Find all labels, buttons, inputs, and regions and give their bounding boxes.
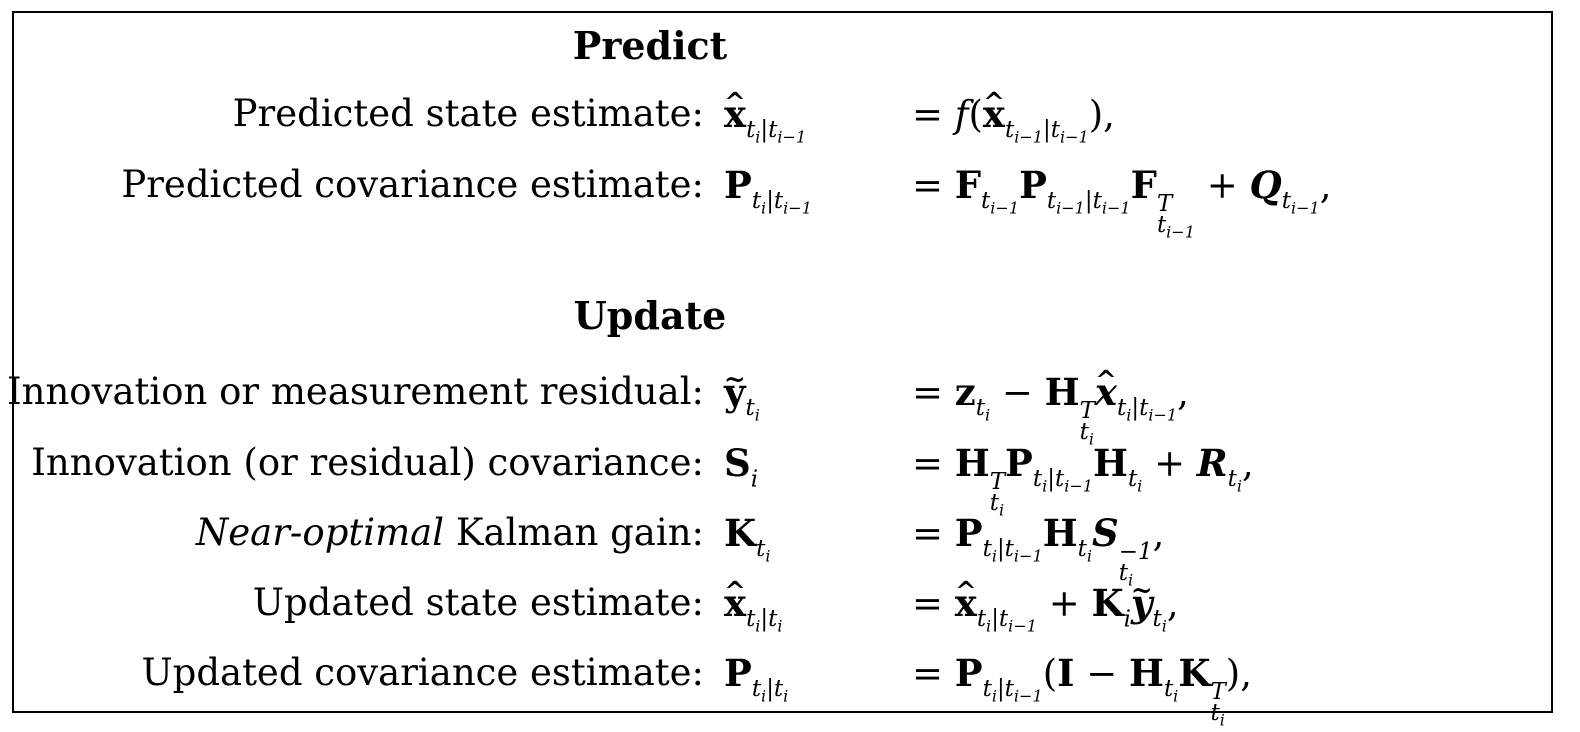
predicted-state-rhs: = f(xti−1|ti−1), <box>912 92 1115 160</box>
predicted-covariance-row: Predicted covariance estimate: Pti|ti−1 … <box>0 155 1580 242</box>
kalman-gain-label: Near-optimal Kalman gain: <box>196 511 704 555</box>
updated-covariance-lhs: Pti|ti <box>724 651 789 706</box>
predict-heading: Predict <box>572 23 728 68</box>
kalman-gain-label-text: Kalman gain: <box>455 511 704 554</box>
updated-state-lhs: xti|ti <box>724 581 783 649</box>
innovation-residual-lhs: yti <box>724 370 760 438</box>
updated-state-label: Updated state estimate: <box>252 581 704 624</box>
innovation-covariance-row: Innovation (or residual) covariance: Si … <box>0 433 1580 520</box>
update-heading: Update <box>573 293 727 338</box>
kalman-gain-label-italic: Near-optimal <box>195 511 445 554</box>
updated-covariance-label: Updated covariance estimate: <box>141 651 704 694</box>
updated-state-row: Updated state estimate: xti|ti = xti|ti−… <box>0 573 1580 636</box>
kalman-gain-rhs: = Pti|ti−1HtiS −1 ti, <box>912 511 1165 590</box>
innovation-covariance-lhs: Si <box>724 441 759 493</box>
kalman-gain-lhs: Kti <box>724 511 771 566</box>
updated-state-rhs: = xti|ti−1 + Kiyti, <box>912 581 1179 649</box>
predicted-covariance-lhs: Pti|ti−1 <box>724 163 812 218</box>
innovation-residual-label: Innovation or measurement residual: <box>7 370 704 413</box>
innovation-residual-rhs: = zti − HTtixti|ti−1, <box>912 370 1189 451</box>
predicted-state-row: Predicted state estimate: xti|ti−1 = f(x… <box>0 84 1580 147</box>
predicted-covariance-label: Predicted covariance estimate: <box>121 163 704 206</box>
kalman-gain-row: Near-optimal Kalman gain: Kti = Pti|ti−1… <box>0 503 1580 590</box>
predicted-state-label: Predicted state estimate: <box>232 92 704 135</box>
updated-covariance-row: Updated covariance estimate: Pti|ti = Pt… <box>0 643 1580 730</box>
predicted-state-lhs: xti|ti−1 <box>724 92 806 160</box>
equation-frame <box>12 11 1553 713</box>
innovation-residual-row: Innovation or measurement residual: yti … <box>0 362 1580 449</box>
innovation-covariance-label: Innovation (or residual) covariance: <box>31 441 704 484</box>
